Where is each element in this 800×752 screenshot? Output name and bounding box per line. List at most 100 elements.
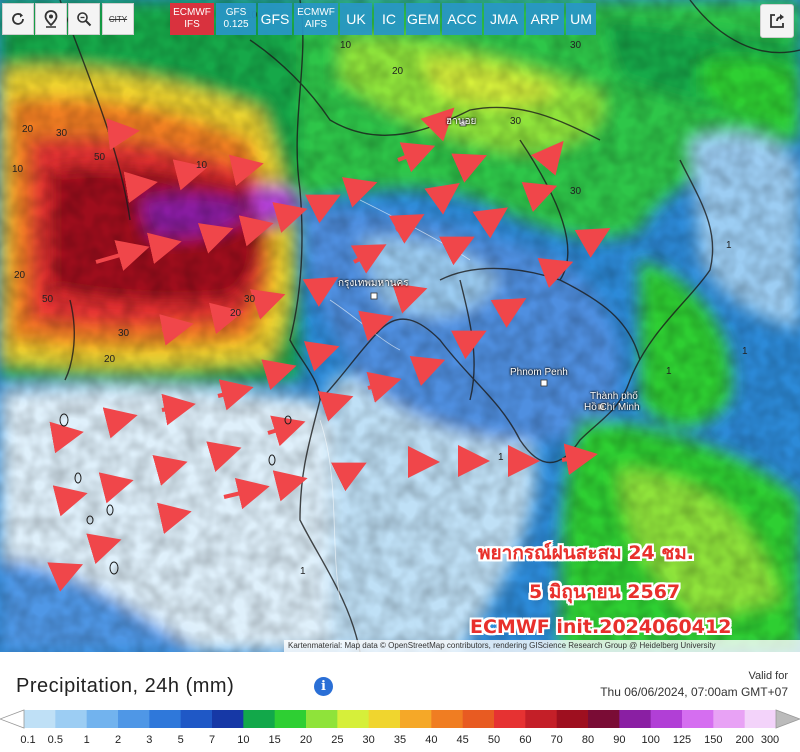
scale-tick-label: 10 [237, 734, 250, 746]
info-icon[interactable]: i [314, 677, 333, 696]
contour-value: 20 [22, 124, 34, 135]
scale-color-cell [337, 710, 370, 728]
map-canvas[interactable]: กรุงเทพมหานคร Phnom Penh Thành phố Hồ Ch… [0, 0, 800, 652]
scale-color-cell [368, 710, 401, 728]
scale-color-cell [619, 710, 652, 728]
scale-color-cell [462, 710, 495, 728]
model-sublabel: 0.125 [223, 19, 249, 30]
contour-value: 50 [94, 152, 106, 163]
contour-value: 20 [230, 308, 242, 319]
model-button-gem[interactable]: GEM [406, 3, 440, 35]
scale-tick-label: 300 [760, 734, 780, 746]
color-scale-bar [0, 709, 800, 729]
scale-tick-label: 5 [177, 734, 184, 746]
contour-value: 30 [510, 116, 522, 127]
refresh-button[interactable] [2, 3, 34, 35]
scale-tick-label: 40 [425, 734, 438, 746]
scale-color-cell [588, 710, 620, 728]
location-pin-icon [44, 10, 58, 28]
scale-tick-label: 2 [114, 734, 122, 746]
scale-tick-label: 60 [519, 734, 532, 746]
share-icon [770, 14, 784, 28]
scale-tick-label: 150 [704, 734, 723, 746]
scale-tick-label: 0.1 [20, 734, 36, 746]
model-sublabel: AIFS [304, 19, 328, 30]
model-label: ECMWF [173, 7, 211, 18]
place-label-bangkok: กรุงเทพมหานคร [338, 278, 409, 289]
contour-value: 10 [196, 160, 208, 171]
model-button-gfs-0125[interactable]: GFS 0.125 [216, 3, 256, 35]
model-label: GFS [225, 7, 247, 18]
scale-color-cell [149, 710, 182, 728]
contour-value: 30 [244, 294, 256, 305]
contour-value: 10 [12, 164, 24, 175]
scale-tick-label: 0.5 [47, 734, 63, 746]
scale-tick-label: 35 [393, 734, 407, 746]
model-label: ECMWF [297, 7, 335, 18]
scale-color-cell [306, 710, 338, 728]
place-label-hanoi: ฮานอย [446, 116, 477, 127]
model-button-jma[interactable]: JMA [484, 3, 524, 35]
contour-value: 1 [300, 566, 306, 577]
scale-color-cell [682, 710, 714, 728]
model-button-ecmwf-aifs[interactable]: ECMWF AIFS [294, 3, 338, 35]
zoom-icon [77, 12, 92, 27]
contour-value: 20 [392, 66, 404, 77]
location-button[interactable] [35, 3, 67, 35]
contour-value: 1 [726, 240, 732, 251]
map-attribution: Kartenmaterial: Map data © OpenStreetMap… [284, 640, 800, 652]
contour-value: 20 [14, 270, 26, 281]
scale-color-cell [180, 710, 213, 728]
color-scale-ticks: 0.1 0.5 1 2 3 5 7 10 15 20 25 30 35 40 45 50 60 70 80 90 100… [0, 734, 800, 750]
precipitation-map [0, 0, 800, 652]
valid-time: Thu 06/06/2024, 07:00am GMT+07 [600, 685, 788, 699]
place-label-ho-chi-minh-1: Thành phố [590, 391, 638, 402]
scale-tick-label: 20 [299, 734, 313, 746]
model-button-gfs[interactable]: GFS [258, 3, 292, 35]
scale-color-cell [212, 710, 244, 728]
scale-color-cell [713, 710, 746, 728]
contour-value: 50 [42, 294, 54, 305]
scale-color-cell [431, 710, 464, 728]
overlay-date: 5 มิถุนายน 2567 [529, 581, 681, 603]
contour-value: 10 [340, 40, 352, 51]
scale-color-cell [400, 710, 432, 728]
scale-color-cell [24, 710, 56, 728]
place-label-phnom-penh: Phnom Penh [510, 367, 568, 378]
scale-color-cell [650, 710, 683, 728]
refresh-icon [12, 13, 24, 25]
scale-color-cell [274, 710, 307, 728]
scale-tick-label: 7 [208, 734, 216, 746]
scale-tick-label: 125 [672, 734, 692, 746]
overlay-title: พยากรณ์ฝนสะสม 24 ชม. [478, 542, 695, 564]
scale-tick-label: 25 [331, 734, 344, 746]
scale-color-cell [556, 710, 589, 728]
model-button-um[interactable]: UM [566, 3, 596, 35]
valid-for-label: Valid for [748, 670, 788, 682]
scale-right-arrow-icon [775, 709, 800, 729]
contour-value: 30 [570, 40, 582, 51]
model-button-ic[interactable]: IC [374, 3, 404, 35]
scale-color-cell [86, 710, 119, 728]
share-button[interactable] [760, 4, 794, 38]
zoom-button[interactable] [68, 3, 100, 35]
scale-tick-label: 200 [735, 734, 754, 746]
scale-color-cell [243, 710, 276, 728]
scale-tick-label: 30 [362, 734, 375, 746]
scale-tick-label: 50 [487, 734, 501, 746]
scale-tick-label: 15 [268, 734, 281, 746]
scale-tick-label: 80 [581, 734, 595, 746]
contour-value: 30 [570, 186, 582, 197]
city-toggle-button[interactable]: CITY [102, 3, 134, 35]
scale-left-arrow-icon [0, 709, 25, 729]
scale-color-cell [118, 710, 150, 728]
model-sublabel: IFS [184, 19, 200, 30]
model-button-ecmwf-ifs[interactable]: ECMWF IFS [170, 3, 214, 35]
contour-value: 30 [118, 328, 130, 339]
contour-value: 20 [104, 354, 116, 365]
contour-value: 1 [666, 366, 672, 377]
model-button-acc[interactable]: ACC [442, 3, 482, 35]
legend-title: Precipitation, 24h (mm) [16, 675, 235, 697]
model-button-arp[interactable]: ARP [526, 3, 564, 35]
model-button-uk[interactable]: UK [340, 3, 372, 35]
